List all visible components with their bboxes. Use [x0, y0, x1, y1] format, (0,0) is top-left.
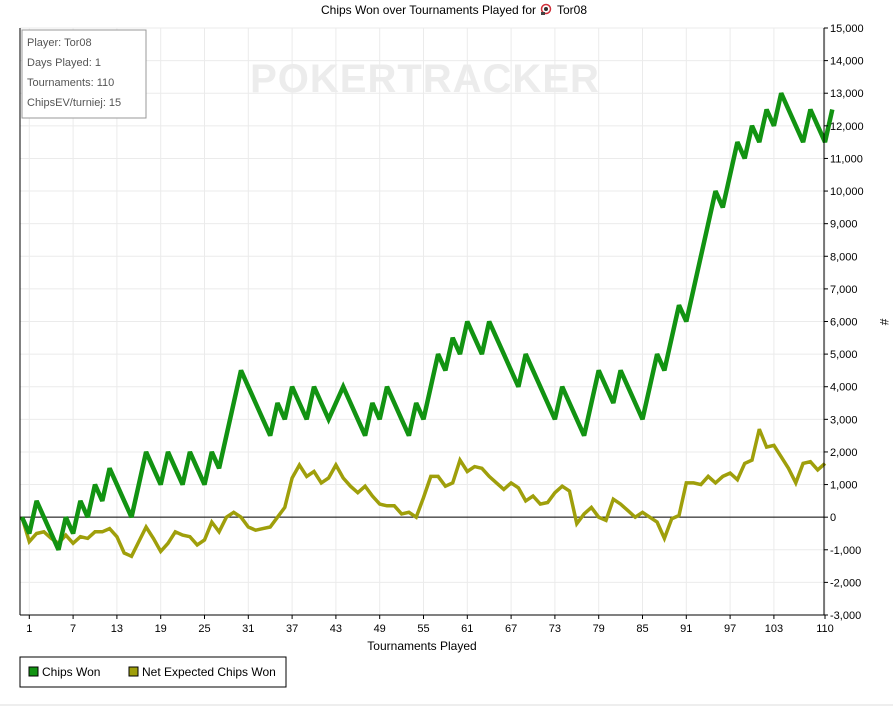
x-tick-label: 97 — [724, 623, 736, 635]
series-line-chips-won — [19, 92, 835, 551]
chart-title: Chips Won over Tournaments Played for — [321, 3, 536, 17]
legend-swatch-net-expected — [128, 666, 139, 677]
y-tick-label: 7,000 — [830, 284, 858, 296]
x-tick-label: 49 — [374, 623, 386, 635]
x-tick-label: 85 — [636, 623, 648, 635]
series-line-net-expected-chips-won — [20, 428, 827, 559]
x-tick-label: 1 — [26, 623, 32, 635]
y-tick-label: 8,000 — [830, 251, 858, 263]
series-layer — [19, 92, 835, 559]
y-tick-label: 3,000 — [830, 414, 858, 426]
y-tick-label: -2,000 — [830, 577, 861, 589]
info-player: Player: Tor08 — [27, 37, 92, 49]
x-tick-label: 37 — [286, 623, 298, 635]
x-tick-label: 31 — [242, 623, 254, 635]
y-tick-label: -3,000 — [830, 610, 861, 622]
y-tick-label: 5,000 — [830, 349, 858, 361]
x-tick-label: 110 — [816, 623, 834, 635]
x-tick-label: 13 — [111, 623, 123, 635]
legend-label-chips-won: Chips Won — [42, 665, 100, 679]
y-tick-label: 11,000 — [830, 153, 863, 165]
x-tick-label: 67 — [505, 623, 517, 635]
watermark: POKERTRACKER — [250, 57, 600, 101]
y-tick-label: 4,000 — [830, 382, 858, 394]
y-tick-label: 2,000 — [830, 447, 858, 459]
y-tick-label: 9,000 — [830, 219, 858, 231]
y-tick-label: 6,000 — [830, 317, 858, 329]
x-tick-label: 73 — [549, 623, 561, 635]
y-axis-label: # — [877, 319, 891, 326]
x-axis-label: Tournaments Played — [367, 639, 476, 653]
info-tournaments: Tournaments: 110 — [27, 77, 114, 89]
y-tick-label: 0 — [830, 512, 836, 524]
x-tick-label: 103 — [765, 623, 783, 635]
legend: Chips Won Net Expected Chips Won — [19, 656, 287, 688]
legend-swatch-chips-won — [28, 666, 39, 677]
x-tick-label: 43 — [330, 623, 342, 635]
y-tick-label: 10,000 — [830, 186, 864, 198]
x-tick-label: 79 — [593, 623, 605, 635]
x-tick-label: 25 — [198, 623, 210, 635]
x-tick-label: 91 — [680, 623, 692, 635]
y-tick-label: 12,000 — [830, 121, 864, 133]
info-chipsev: ChipsEV/turniej: 15 — [27, 97, 121, 109]
player-icon — [540, 3, 552, 15]
y-tick-label: 14,000 — [830, 56, 864, 68]
chart-title-player: Tor08 — [557, 3, 587, 17]
y-tick-label: -1,000 — [830, 545, 861, 557]
y-tick-label: 1,000 — [830, 480, 858, 492]
x-tick-label: 7 — [70, 623, 76, 635]
legend-label-net-expected: Net Expected Chips Won — [142, 665, 276, 679]
x-tick-label: 19 — [155, 623, 167, 635]
x-tick-label: 61 — [461, 623, 473, 635]
y-tick-label: 13,000 — [830, 88, 864, 100]
x-tick-label: 55 — [417, 623, 429, 635]
y-axis: 15,000 14,000 13,000 12,000 11,000 10,000 9,00… — [824, 23, 864, 622]
info-days-played: Days Played: 1 — [27, 57, 101, 69]
y-tick-label: 15,000 — [830, 23, 864, 35]
x-axis: 1 7 13 19 25 31 37 43 49 55 61 67 73 79 85 91 97 103 110 — [26, 615, 834, 635]
info-box: Player: Tor08 Days Played: 1 Tournaments… — [21, 29, 147, 119]
